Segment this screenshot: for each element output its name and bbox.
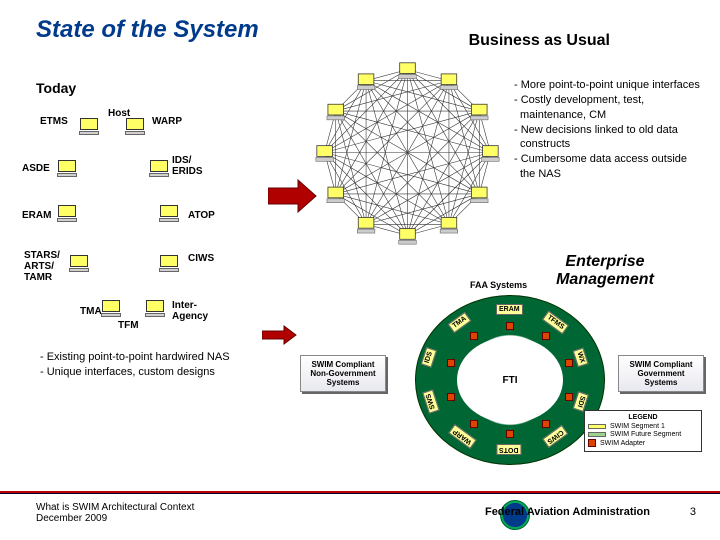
adapter-icon <box>470 420 478 428</box>
adapter-icon <box>506 322 514 330</box>
adapter-icon <box>470 332 478 340</box>
label-tma: TMA <box>80 306 102 317</box>
swim-nongovt-box: SWIM Compliant Non-Government Systems <box>300 355 386 392</box>
label-asde: ASDE <box>22 163 50 174</box>
computer-icon <box>68 255 90 275</box>
today-label: Today <box>36 80 76 96</box>
bullet-item: - New decisions linked to old data const… <box>510 123 700 153</box>
legend-swatch-seg2 <box>588 432 606 437</box>
legend-label: SWIM Adapter <box>600 440 645 447</box>
ring-system-label: DOTS <box>496 444 521 455</box>
slide: State of the System Business as Usual To… <box>0 0 720 540</box>
bau-bullets: - More point-to-point unique interfaces … <box>510 78 700 182</box>
computer-icon <box>56 160 78 180</box>
footer-divider <box>0 491 720 494</box>
legend-title: LEGEND <box>588 414 698 421</box>
slide-title: State of the System <box>36 16 259 44</box>
adapter-icon <box>506 430 514 438</box>
label-tfm: TFM <box>118 320 139 331</box>
computer-icon <box>158 255 180 275</box>
computer-icon <box>124 118 146 138</box>
footer-line2: December 2009 <box>36 513 194 524</box>
computer-icon <box>158 205 180 225</box>
adapter-icon <box>565 359 573 367</box>
legend-label: SWIM Future Segment <box>610 431 681 438</box>
bullet-item: - Costly development, test, maintenance,… <box>510 93 700 123</box>
legend-box: LEGEND SWIM Segment 1 SWIM Future Segmen… <box>584 410 702 452</box>
adapter-icon <box>542 420 550 428</box>
label-ciws: CIWS <box>188 253 214 264</box>
computer-icon <box>56 205 78 225</box>
label-ids: IDS/ ERIDS <box>172 155 203 177</box>
swim-govt-box: SWIM Compliant Government Systems <box>618 355 704 392</box>
existing-bullets: - Existing point-to-point hardwired NAS … <box>36 350 236 380</box>
footer-left: What is SWIM Architectural Context Decem… <box>36 502 194 524</box>
label-atop: ATOP <box>188 210 215 221</box>
bullet-item: - Unique interfaces, custom designs <box>36 365 236 380</box>
subtitle-bau: Business as Usual <box>469 32 610 50</box>
adapter-icon <box>565 393 573 401</box>
label-stars: STARS/ ARTS/ TAMR <box>24 250 60 283</box>
adapter-icon <box>542 332 550 340</box>
em-title: Enterprise Management <box>535 253 675 289</box>
adapter-icon <box>447 393 455 401</box>
bullet-item: - Cumbersome data access outside the NAS <box>510 152 700 182</box>
ring-system-label: ERAM <box>496 304 523 315</box>
label-inter: Inter- Agency <box>172 300 208 322</box>
computer-icon <box>148 160 170 180</box>
adapter-icon <box>447 359 455 367</box>
label-warp: WARP <box>152 116 182 127</box>
mesh-diagram <box>310 55 505 250</box>
ring-center-label: FTI <box>457 337 563 423</box>
footer-agency: Federal Aviation Administration <box>485 506 650 518</box>
footer-line1: What is SWIM Architectural Context <box>36 502 194 513</box>
legend-swatch-adapter <box>588 439 596 447</box>
computer-icon <box>144 300 166 320</box>
legend-swatch-seg1 <box>588 424 606 429</box>
legend-label: SWIM Segment 1 <box>610 423 665 430</box>
computer-icon <box>78 118 100 138</box>
bullet-item: - Existing point-to-point hardwired NAS <box>36 350 236 365</box>
bullet-item: - More point-to-point unique interfaces <box>510 78 700 93</box>
label-etms: ETMS <box>40 116 68 127</box>
computer-icon <box>100 300 122 320</box>
slide-number: 3 <box>690 506 696 518</box>
label-eram: ERAM <box>22 210 51 221</box>
arrow-small-icon <box>262 325 298 345</box>
